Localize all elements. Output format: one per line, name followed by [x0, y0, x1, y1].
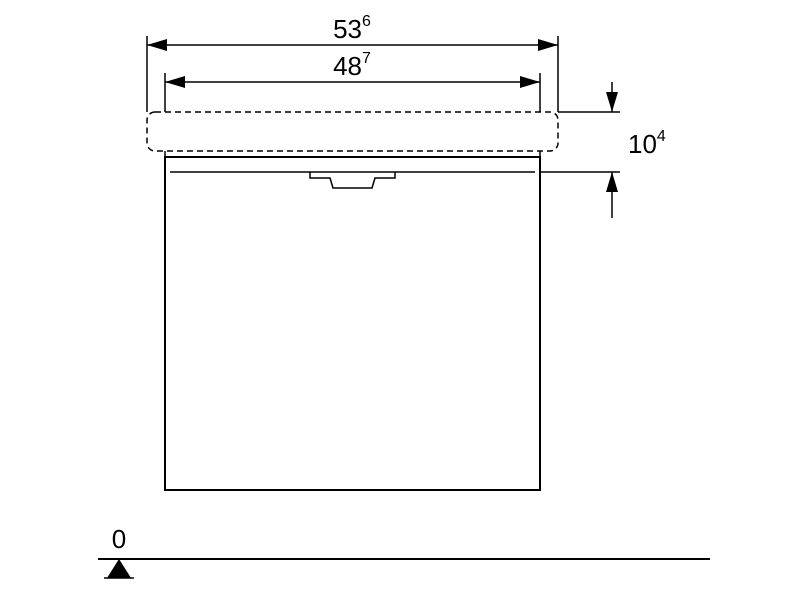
- technical-drawing: 536 487: [0, 0, 800, 600]
- dim-drop-sup: 4: [657, 128, 666, 145]
- cabinet-body: [165, 151, 540, 490]
- top-plate: [147, 112, 558, 151]
- svg-text:487: 487: [333, 50, 371, 81]
- svg-text:536: 536: [333, 13, 371, 44]
- dim-top-drop: 104: [540, 82, 666, 218]
- dim-inner-sup: 7: [362, 50, 371, 67]
- dim-inner-base: 48: [333, 51, 362, 81]
- ground-datum: 0: [98, 524, 710, 578]
- ground-label: 0: [112, 524, 126, 554]
- dim-outer-base: 53: [333, 14, 362, 44]
- dim-outer-sup: 6: [362, 13, 371, 30]
- svg-text:104: 104: [628, 128, 666, 159]
- dim-inner-width: 487: [165, 50, 540, 112]
- dim-drop-base: 10: [628, 129, 657, 159]
